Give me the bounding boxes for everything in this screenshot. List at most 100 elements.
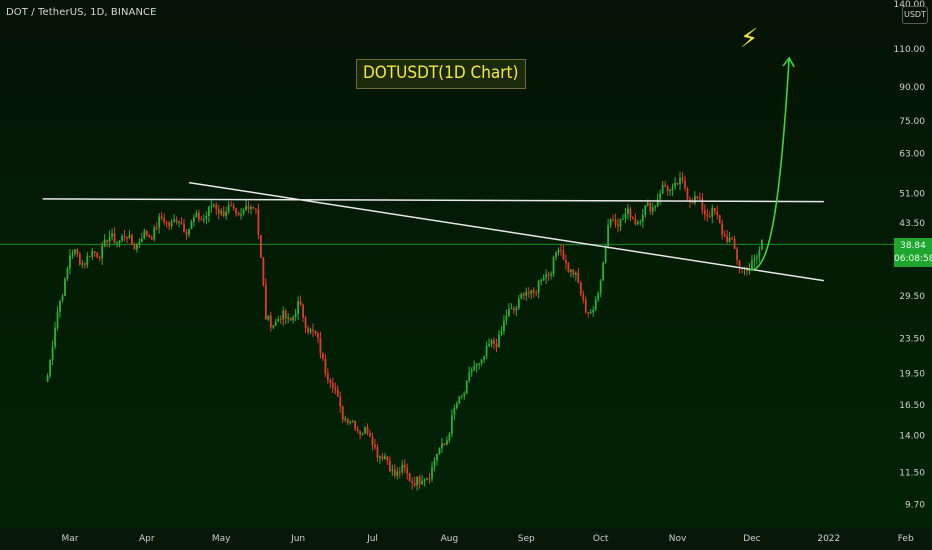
candle-body	[54, 327, 56, 347]
currency-scale-button[interactable]: USDT	[902, 6, 928, 24]
candle-body	[235, 208, 237, 214]
candle-body	[636, 222, 639, 225]
candle	[237, 211, 240, 216]
candle	[247, 201, 250, 214]
candle-body	[173, 219, 175, 222]
candle	[292, 315, 295, 324]
candle-body	[403, 464, 406, 469]
candle-body	[349, 421, 352, 423]
candle-body	[674, 182, 676, 187]
candle-body	[736, 248, 738, 261]
candle	[331, 377, 334, 394]
candle	[455, 401, 458, 410]
candle-body	[329, 380, 332, 383]
candle	[294, 308, 297, 322]
candle	[255, 208, 257, 215]
candle	[54, 321, 56, 350]
candle	[522, 291, 525, 300]
candle	[227, 201, 230, 215]
candle	[758, 246, 761, 263]
candle	[589, 309, 592, 315]
candle	[607, 218, 609, 249]
candle	[242, 208, 245, 216]
candle	[277, 315, 280, 322]
candle-body	[346, 418, 349, 423]
candle	[158, 213, 161, 234]
candle-body	[183, 223, 185, 232]
candle	[604, 244, 607, 265]
candle	[619, 218, 622, 232]
candle-body	[540, 280, 543, 282]
candle-body	[406, 468, 409, 474]
candle-body	[93, 251, 96, 253]
candle	[264, 278, 267, 320]
candle-body	[443, 443, 446, 445]
candle	[542, 274, 545, 281]
candle	[160, 212, 163, 221]
candle	[91, 247, 94, 260]
candle-body	[277, 319, 280, 322]
candle-body	[81, 263, 84, 265]
candle	[649, 201, 652, 215]
candle-body	[111, 233, 113, 237]
candle-body	[465, 380, 468, 393]
candle-body	[91, 251, 94, 257]
candle-body	[128, 234, 131, 239]
candle-body	[503, 320, 505, 331]
candle	[676, 182, 679, 186]
candle	[81, 259, 84, 269]
candle	[361, 432, 364, 436]
candle-body	[287, 317, 290, 319]
candle-body	[460, 395, 463, 397]
candle-body	[314, 330, 317, 334]
time-tick-label: 2022	[817, 534, 840, 544]
candle	[101, 241, 104, 266]
candle	[388, 456, 391, 473]
candle-body	[572, 269, 575, 275]
candle	[86, 252, 89, 269]
candle	[190, 219, 193, 230]
candle-body	[69, 255, 71, 269]
candle-body	[733, 238, 736, 249]
price-tick-label: 29.50	[899, 292, 925, 302]
candle-body	[133, 244, 136, 250]
candle-body	[334, 387, 337, 390]
candle-body	[351, 421, 354, 423]
candle-body	[190, 221, 193, 230]
candle	[448, 431, 451, 444]
candle-body	[565, 259, 567, 263]
candle	[666, 184, 669, 196]
candle-body	[639, 221, 642, 223]
candle-body	[592, 309, 595, 313]
candle-body	[312, 329, 314, 331]
candle	[69, 249, 71, 275]
candle-body	[336, 389, 339, 397]
price-tick-label: 16.50	[899, 401, 925, 411]
candle-body	[537, 280, 540, 293]
candle-body	[118, 240, 121, 244]
candle	[59, 300, 61, 318]
candle	[408, 473, 411, 482]
candle-body	[386, 456, 389, 461]
candle-body	[510, 308, 513, 310]
candle-body	[59, 300, 61, 312]
candle	[304, 315, 307, 334]
last-price-value: 38.84	[900, 241, 926, 251]
candle-body	[545, 274, 547, 278]
price-tick-label: 9.70	[905, 500, 925, 510]
candle-body	[96, 252, 99, 258]
candle-body	[116, 243, 118, 245]
candle	[376, 443, 379, 462]
candle	[428, 473, 431, 485]
candle	[609, 218, 612, 229]
candle	[195, 210, 198, 218]
candle	[527, 287, 530, 298]
candle	[567, 261, 570, 273]
candle	[664, 180, 667, 188]
candle-body	[659, 193, 662, 200]
candle	[202, 214, 205, 224]
candle	[341, 405, 344, 423]
candle	[212, 203, 215, 208]
